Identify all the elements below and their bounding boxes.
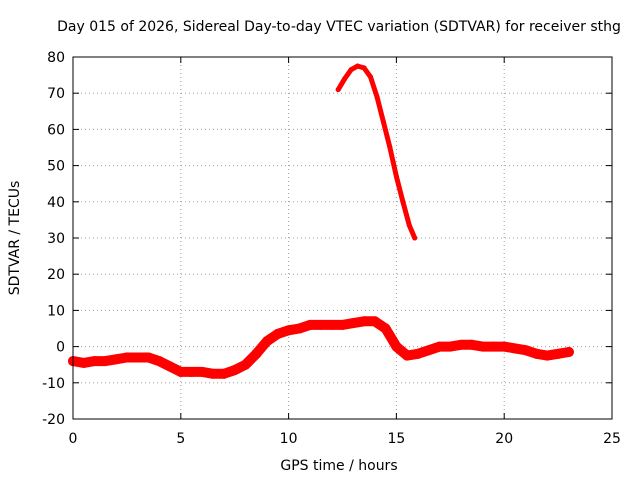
data-point xyxy=(563,347,574,358)
data-point xyxy=(369,316,380,327)
data-point xyxy=(359,316,370,327)
x-tick-label: 0 xyxy=(69,431,78,447)
y-tick-label: -20 xyxy=(42,412,65,428)
axis-ticks: 0 5 10 15 20 25 -20 -10 0 10 20 30 40 50 60 70 80 xyxy=(42,50,621,447)
data-point xyxy=(412,348,423,359)
data-point xyxy=(315,319,326,330)
y-tick-label: -10 xyxy=(42,376,65,392)
data-point xyxy=(272,328,283,339)
data-point xyxy=(434,341,445,352)
y-tick-label: 80 xyxy=(47,50,65,66)
data-point xyxy=(477,341,488,352)
data-point xyxy=(402,350,413,361)
data-point xyxy=(499,341,510,352)
data-point xyxy=(132,352,143,363)
chart-title: Day 015 of 2026, Sidereal Day-to-day VTE… xyxy=(57,19,621,35)
series-1 xyxy=(335,63,418,241)
data-point xyxy=(348,67,354,73)
data-point xyxy=(488,341,499,352)
data-point xyxy=(542,350,553,361)
y-tick-label: 30 xyxy=(47,231,65,247)
data-point xyxy=(121,352,132,363)
data-point xyxy=(78,357,89,368)
x-axis-label: GPS time / hours xyxy=(280,458,397,474)
data-point xyxy=(520,345,531,356)
data-point xyxy=(380,323,391,334)
y-tick-label: 20 xyxy=(47,267,65,283)
series-band xyxy=(335,63,418,241)
data-point xyxy=(100,356,111,367)
data-point xyxy=(165,361,176,372)
data-point xyxy=(380,119,386,125)
x-tick-label: 25 xyxy=(603,431,621,447)
data-point xyxy=(294,323,305,334)
data-point xyxy=(348,318,359,329)
y-tick-label: 70 xyxy=(47,86,65,102)
data-point xyxy=(387,145,393,150)
series-0 xyxy=(68,316,574,379)
y-tick-label: 40 xyxy=(47,195,65,211)
y-tick-label: 60 xyxy=(47,122,65,138)
data-point xyxy=(400,199,406,205)
data-point xyxy=(143,352,154,363)
data-point xyxy=(218,368,229,379)
data-point xyxy=(186,366,197,377)
y-tick-label: 0 xyxy=(56,340,65,356)
y-tick-label: 50 xyxy=(47,159,65,175)
data-point xyxy=(305,319,316,330)
data-point xyxy=(251,348,262,359)
data-point xyxy=(111,354,122,365)
x-tick-label: 15 xyxy=(387,431,405,447)
data-point xyxy=(355,63,361,69)
y-axis-label: SDTVAR / TECUs xyxy=(7,181,23,296)
data-point xyxy=(335,87,341,93)
data-point xyxy=(208,368,219,379)
data-point xyxy=(406,222,412,228)
data-point xyxy=(553,348,564,359)
data-point xyxy=(154,356,165,367)
data-point xyxy=(326,319,337,330)
grid-lines xyxy=(73,57,612,419)
x-tick-label: 5 xyxy=(176,431,185,447)
data-point xyxy=(89,356,100,367)
data-point xyxy=(466,339,477,350)
data-point xyxy=(175,366,186,377)
data-point xyxy=(342,76,348,82)
data-point xyxy=(445,341,456,352)
data-point xyxy=(337,319,348,330)
data-point xyxy=(197,366,208,377)
data-point xyxy=(412,235,418,241)
data-point xyxy=(391,341,402,352)
data-point xyxy=(229,365,240,376)
data-series xyxy=(68,63,574,379)
data-point xyxy=(456,339,467,350)
data-point xyxy=(283,325,294,336)
data-point xyxy=(509,343,520,354)
data-point xyxy=(393,173,399,179)
y-tick-label: 10 xyxy=(47,303,65,319)
data-point xyxy=(240,359,251,370)
data-point xyxy=(361,65,367,71)
data-point xyxy=(374,94,380,100)
data-point xyxy=(423,345,434,356)
x-tick-label: 20 xyxy=(495,431,513,447)
data-point xyxy=(262,336,273,347)
x-tick-label: 10 xyxy=(280,431,298,447)
data-point xyxy=(368,74,374,80)
data-point xyxy=(531,348,542,359)
